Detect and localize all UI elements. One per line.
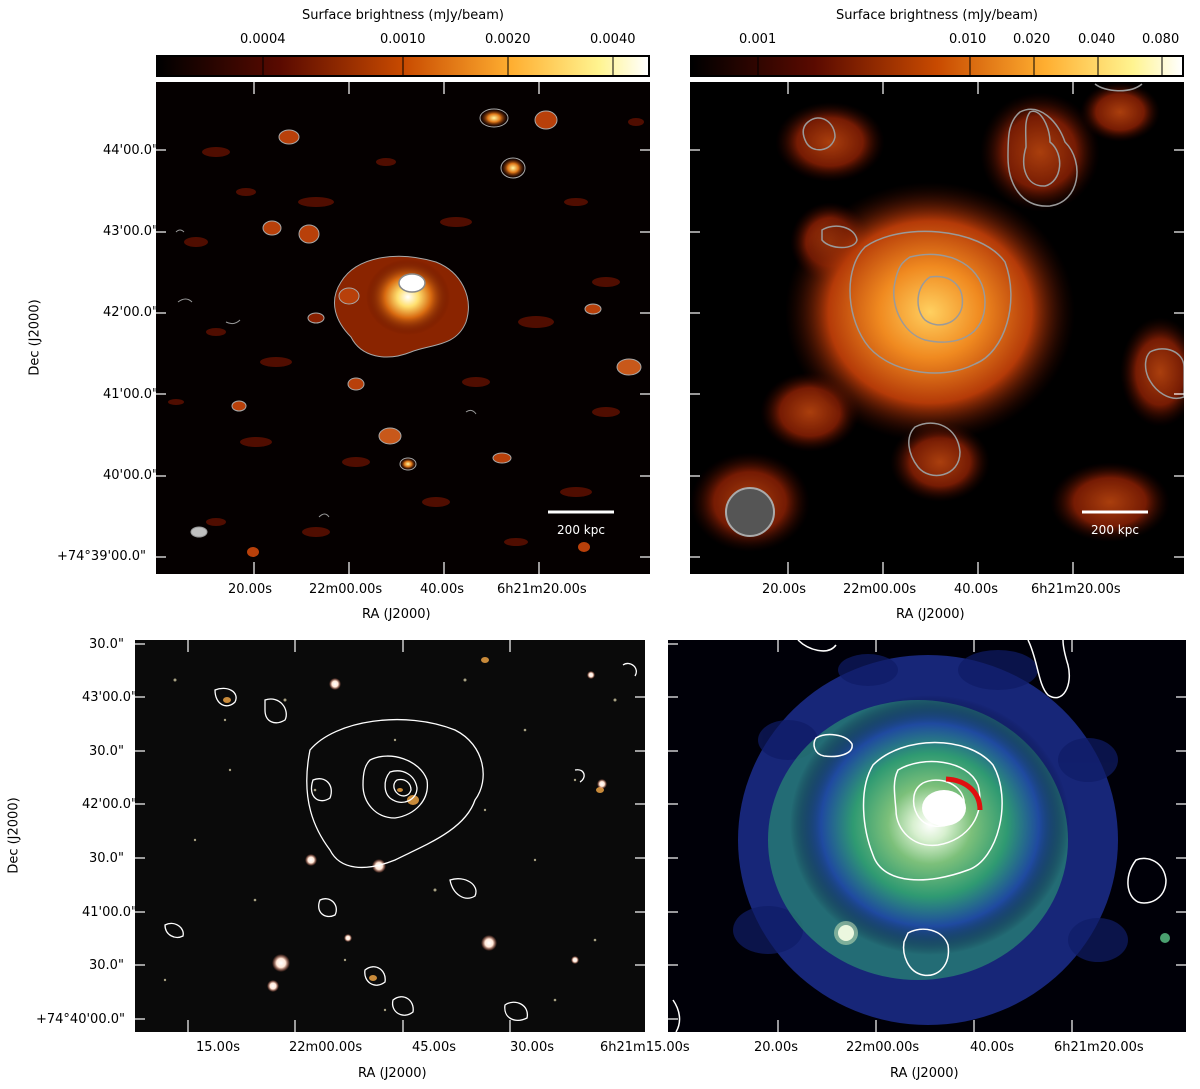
bl-xtick: 22m00.00s	[289, 1040, 363, 1055]
tl-colorbar-tick: 0.0020	[485, 32, 531, 47]
tr-xtick: 6h21m20.00s	[1031, 582, 1121, 597]
bl-xtick: 15.00s	[196, 1040, 240, 1055]
tr-colorbar	[690, 55, 1184, 77]
bl-xtick: 45.00s	[412, 1040, 456, 1055]
bl-ytick: 30.0"	[89, 958, 124, 973]
br-xlabel: RA (J2000)	[890, 1066, 959, 1081]
tr-colorbar-tick: 0.040	[1078, 32, 1116, 47]
bl-optical-image	[135, 640, 645, 1032]
tr-scalebar-label: 200 kpc	[1091, 523, 1139, 537]
br-xtick: 6h21m20.00s	[1054, 1040, 1144, 1055]
tl-xlabel: RA (J2000)	[362, 607, 431, 622]
tl-xtick: 40.00s	[420, 582, 464, 597]
tl-colorbar-tick: 0.0010	[380, 32, 426, 47]
bl-ytick: 43'00.0"	[82, 690, 138, 705]
tr-xtick: 20.00s	[762, 582, 806, 597]
bl-xlabel: RA (J2000)	[358, 1066, 427, 1081]
tr-colorbar-tick: 0.001	[739, 32, 777, 47]
bl-ytick: 30.0"	[89, 637, 124, 652]
bl-ytick: 30.0"	[89, 851, 124, 866]
tl-ytick: 44'00.0"	[103, 143, 159, 158]
tl-scalebar-label: 200 kpc	[557, 523, 605, 537]
tl-colorbar	[156, 55, 650, 77]
tr-colorbar-title: Surface brightness (mJy/beam)	[836, 8, 1038, 23]
tl-ytick: 40'00.0"	[103, 468, 159, 483]
tr-xlabel: RA (J2000)	[896, 607, 965, 622]
tl-ytick: 41'00.0"	[103, 387, 159, 402]
tl-radio-image: 200 kpc	[156, 82, 650, 574]
tl-xtick: 20.00s	[228, 582, 272, 597]
tr-radio-image: 200 kpc	[690, 82, 1184, 574]
tr-colorbar-tick: 0.020	[1013, 32, 1051, 47]
tl-colorbar-tick: 0.0040	[590, 32, 636, 47]
tr-colorbar-tick: 0.010	[949, 32, 987, 47]
bl-ytick: +74°40'00.0"	[36, 1012, 125, 1027]
br-xtick: 22m00.00s	[846, 1040, 920, 1055]
tr-colorbar-tick: 0.080	[1142, 32, 1180, 47]
bl-xtick: 6h21m15.00s	[600, 1040, 690, 1055]
tl-colorbar-tick: 0.0004	[240, 32, 286, 47]
br-xtick: 40.00s	[970, 1040, 1014, 1055]
br-xray-image	[668, 640, 1186, 1032]
bl-ytick: 42'00.0"	[82, 797, 138, 812]
bl-ytick: 41'00.0"	[82, 905, 138, 920]
tl-ytick: 42'00.0"	[103, 305, 159, 320]
tl-xtick: 22m00.00s	[309, 582, 383, 597]
tl-ytick: +74°39'00.0"	[57, 549, 146, 564]
tr-xtick: 40.00s	[954, 582, 998, 597]
tl-colorbar-title: Surface brightness (mJy/beam)	[302, 8, 504, 23]
tl-ylabel: Dec (J2000)	[27, 299, 43, 376]
tl-ytick: 43'00.0"	[103, 224, 159, 239]
bl-ytick: 30.0"	[89, 744, 124, 759]
tr-xtick: 22m00.00s	[843, 582, 917, 597]
tl-xtick: 6h21m20.00s	[497, 582, 587, 597]
bl-xtick: 30.00s	[510, 1040, 554, 1055]
br-xtick: 20.00s	[754, 1040, 798, 1055]
bl-ylabel: Dec (J2000)	[6, 797, 22, 874]
